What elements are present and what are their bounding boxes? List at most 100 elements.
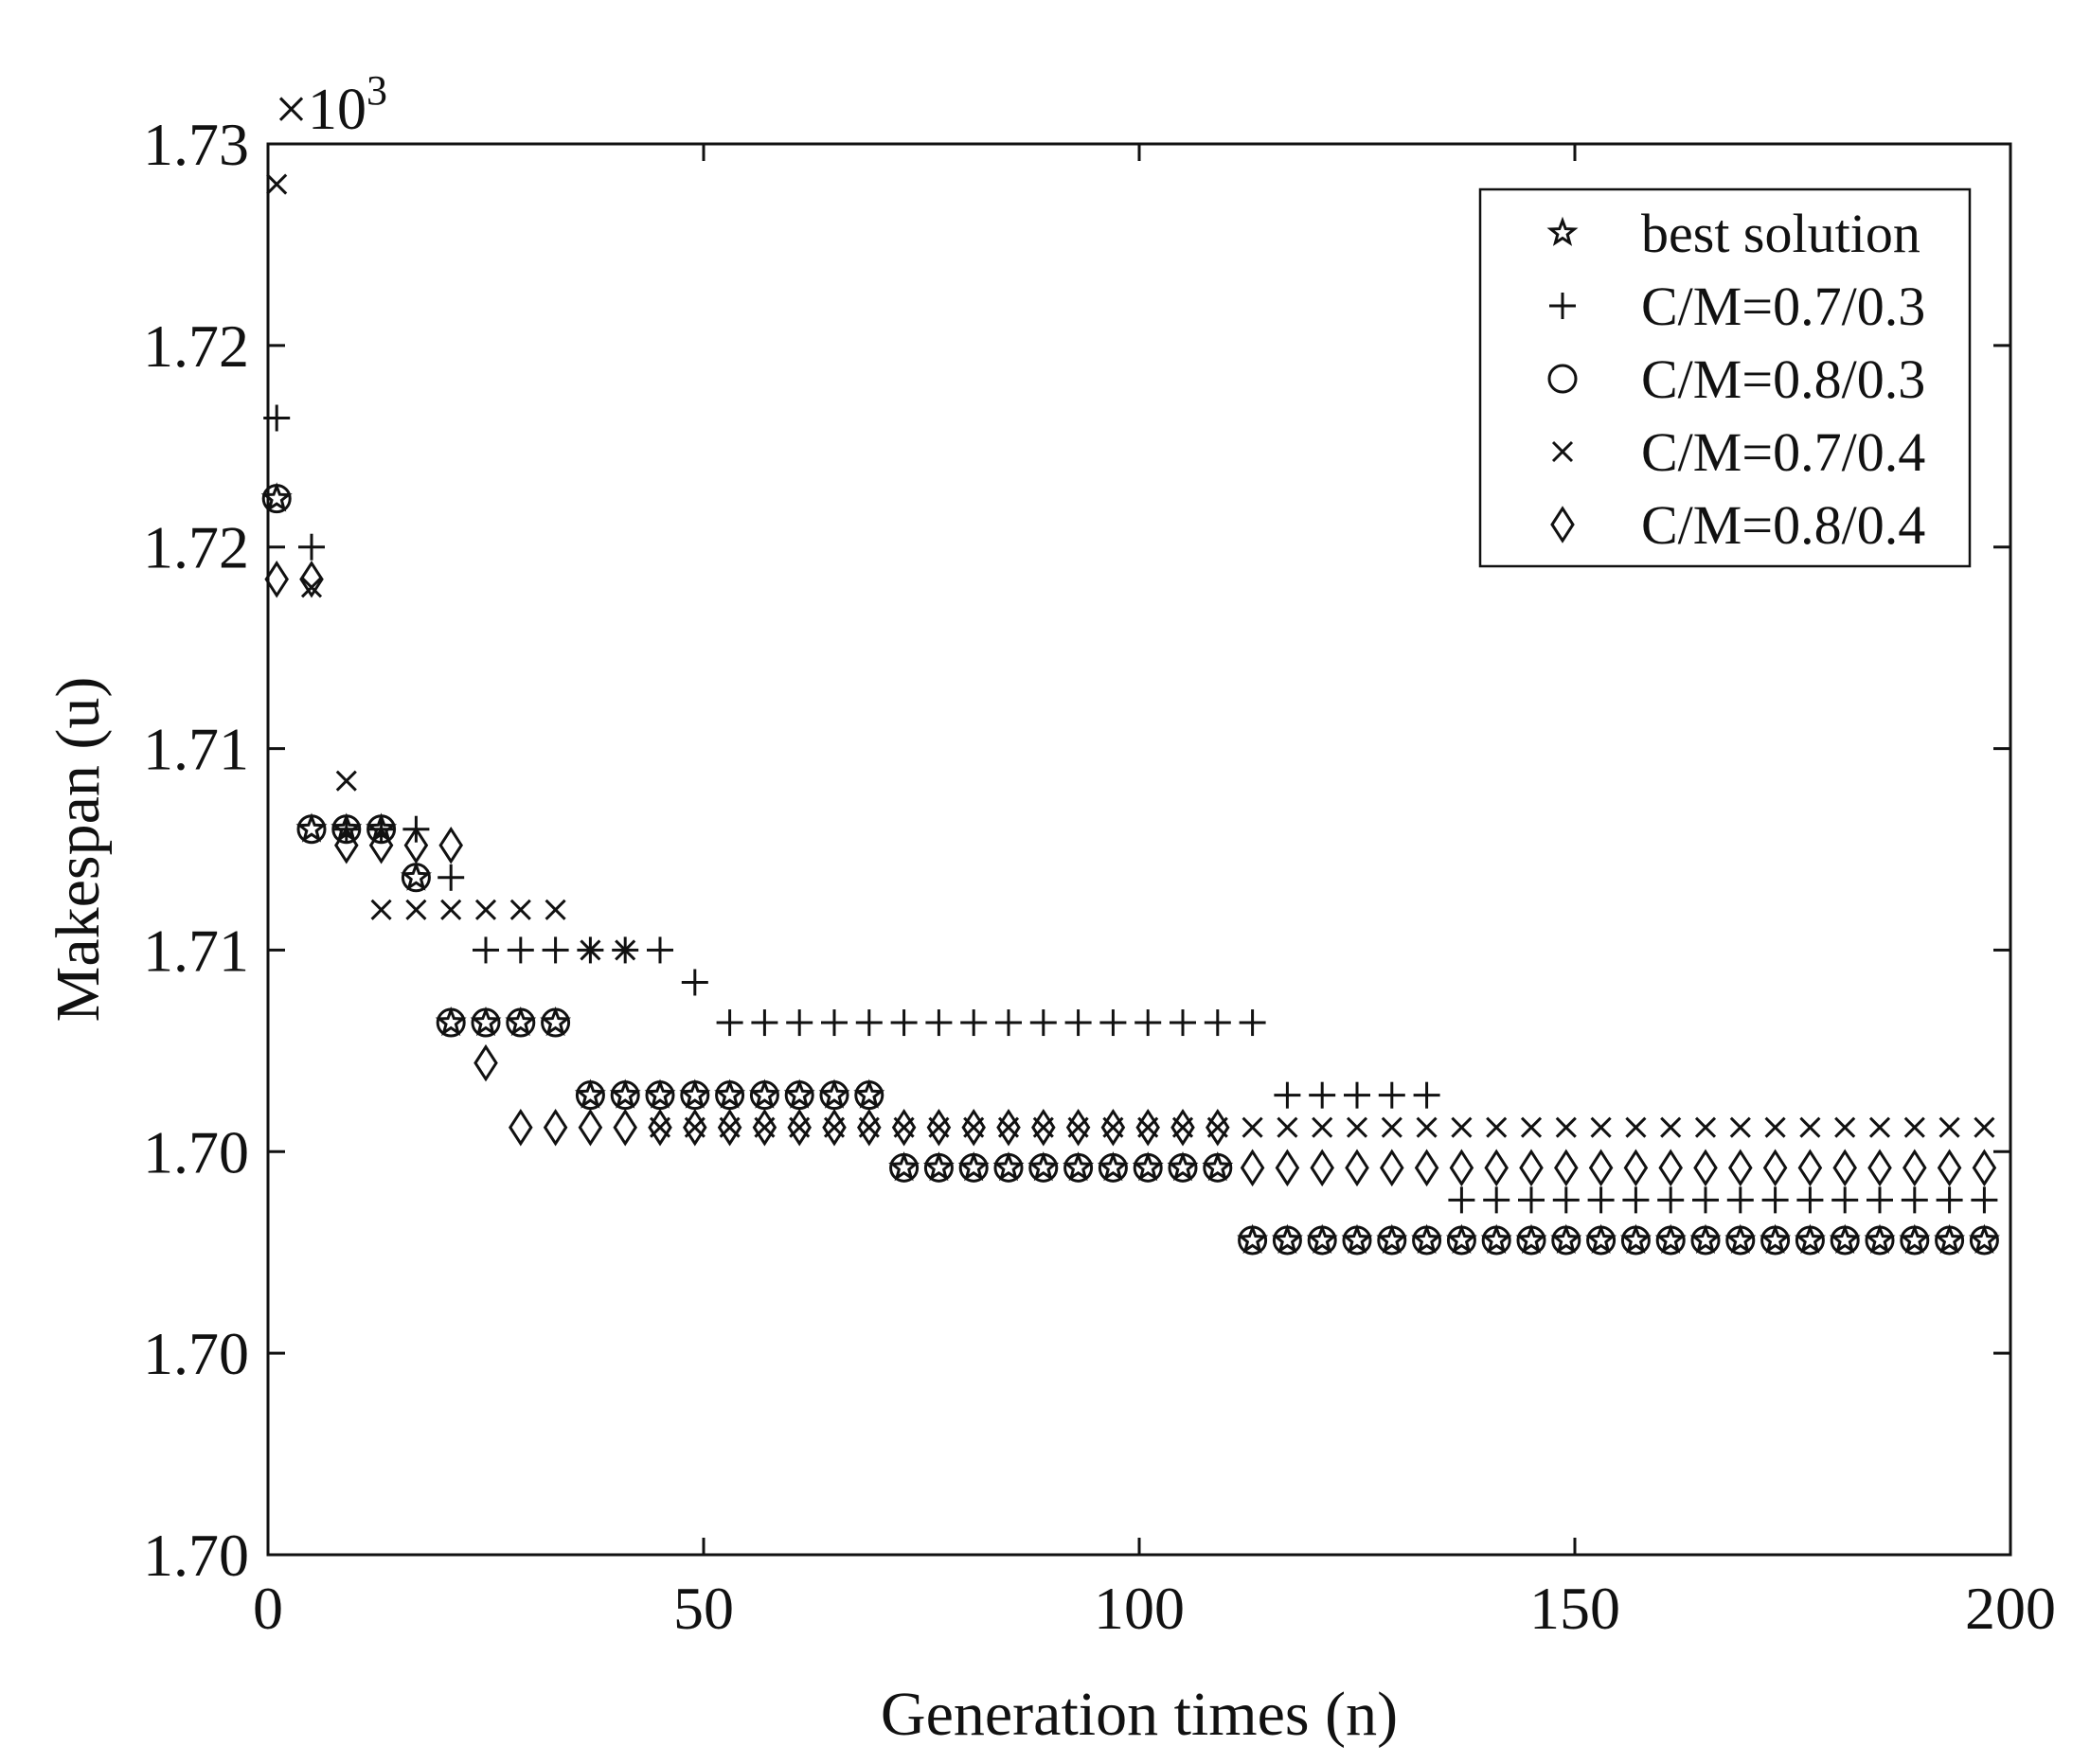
data-point-diamond: [264, 561, 289, 598]
data-point-circle: [819, 1080, 849, 1111]
data-point-star: [1445, 1223, 1477, 1254]
data-point-plus: [1971, 1186, 1998, 1214]
data-point-plus: [960, 1009, 988, 1037]
y-tick-label: 1.70: [143, 1118, 249, 1185]
data-point-cross: [1241, 1116, 1263, 1138]
data-point-circle: [958, 1152, 989, 1183]
data-point-plus: [1831, 1186, 1859, 1214]
legend-label: C/M=0.8/0.3: [1641, 348, 1925, 410]
data-point-circle: [1690, 1225, 1721, 1256]
data-point-cross: [1520, 1116, 1543, 1138]
data-point-diamond: [1135, 1108, 1160, 1147]
y-tick-label: 1.73: [143, 111, 249, 178]
data-point-cross: [1799, 1116, 1821, 1138]
data-point-circle: [1446, 1225, 1476, 1256]
data-point-star: [1237, 1223, 1269, 1254]
data-point-star: [1271, 1223, 1303, 1254]
data-point-cross: [440, 899, 462, 920]
data-point-cross: [474, 899, 497, 920]
data-point-diamond: [857, 1108, 882, 1147]
legend-marker-plus: [1549, 293, 1576, 319]
data-point-star: [1899, 1223, 1931, 1254]
data-point-circle: [1620, 1225, 1651, 1256]
data-point-cross: [300, 577, 323, 598]
data-point-plus: [1552, 1186, 1580, 1214]
data-point-diamond: [1762, 1149, 1788, 1187]
data-point-diamond: [299, 561, 324, 598]
data-point-diamond: [1519, 1149, 1544, 1187]
data-point-circle: [1865, 1225, 1895, 1256]
legend-label: C/M=0.8/0.4: [1641, 494, 1925, 556]
data-point-circle: [1307, 1225, 1337, 1256]
data-point-plus: [995, 1009, 1022, 1037]
data-point-star: [435, 1006, 467, 1037]
data-point-diamond: [1937, 1149, 1962, 1187]
data-point-diamond: [648, 1108, 672, 1147]
legend-marker-star: [1546, 216, 1579, 246]
data-point-circle: [1133, 1152, 1163, 1183]
data-point-cross: [1555, 1116, 1577, 1138]
legend-box: [1478, 187, 1972, 568]
data-point-cross: [1625, 1116, 1647, 1138]
data-point-star: [470, 1006, 502, 1037]
data-point-plus: [1622, 1186, 1650, 1214]
y-tick-label: 1.70: [143, 1522, 249, 1589]
data-point-plus: [1587, 1186, 1615, 1214]
data-point-plus: [925, 1009, 953, 1037]
legend-label: C/M=0.7/0.4: [1641, 421, 1925, 483]
data-point-star: [1515, 1223, 1547, 1254]
data-point-star: [679, 1078, 711, 1109]
data-point-plus: [298, 533, 325, 561]
data-point-star: [1306, 1223, 1338, 1254]
y-tick-label: 1.72: [143, 514, 249, 581]
data-point-star: [1585, 1223, 1617, 1254]
legend-label: best solution: [1641, 203, 1920, 264]
data-point-circle: [645, 1080, 675, 1111]
data-point-diamond: [1623, 1149, 1649, 1187]
data-point-plus: [263, 404, 291, 432]
data-point-star: [1550, 1223, 1582, 1254]
data-point-cross: [1834, 1116, 1856, 1138]
data-point-star: [714, 1078, 746, 1109]
data-point-diamond: [1345, 1149, 1369, 1187]
data-point-diamond: [368, 826, 394, 864]
data-point-diamond: [1484, 1149, 1509, 1187]
y-axis-exponent-base: ×10: [275, 78, 366, 142]
data-point-plus: [716, 1009, 743, 1037]
data-point-star: [609, 1078, 641, 1109]
data-point-circle: [331, 814, 362, 845]
data-point-star: [1794, 1223, 1826, 1254]
data-point-plus: [1936, 1186, 1963, 1214]
data-point-plus: [507, 936, 534, 964]
data-point-diamond: [1100, 1108, 1126, 1147]
data-point-circle: [1377, 1225, 1407, 1256]
data-point-circle: [993, 1152, 1024, 1183]
data-point-plus: [751, 1009, 778, 1037]
data-point-circle: [1969, 1225, 1999, 1256]
data-point-diamond: [334, 826, 359, 864]
data-point-circle: [1342, 1225, 1372, 1256]
data-point-cross: [1938, 1116, 1960, 1138]
data-point-circle: [296, 814, 327, 845]
series-star: [260, 482, 2000, 1254]
y-axis-label: Makespan (u): [44, 677, 113, 1023]
x-tick-label: 0: [253, 1575, 283, 1642]
data-point-plus: [855, 1009, 883, 1037]
data-point-diamond: [1693, 1149, 1718, 1187]
data-point-diamond: [996, 1108, 1021, 1147]
data-point-cross: [1694, 1116, 1717, 1138]
data-point-plus: [1239, 1009, 1266, 1037]
data-point-circle: [889, 1152, 920, 1183]
data-point-cross: [580, 939, 601, 961]
x-axis: 0 50 100 150 200: [253, 144, 2056, 1642]
y-tick-label: 1.71: [143, 716, 249, 783]
data-point-cross: [1764, 1116, 1786, 1138]
data-point-circle: [1760, 1225, 1791, 1256]
data-point-circle: [1168, 1152, 1198, 1183]
data-point-circle: [715, 1080, 745, 1111]
data-point-star: [748, 1078, 780, 1109]
data-point-diamond: [1310, 1149, 1334, 1187]
data-point-circle: [1935, 1225, 1965, 1256]
data-point-cross: [1381, 1116, 1402, 1138]
